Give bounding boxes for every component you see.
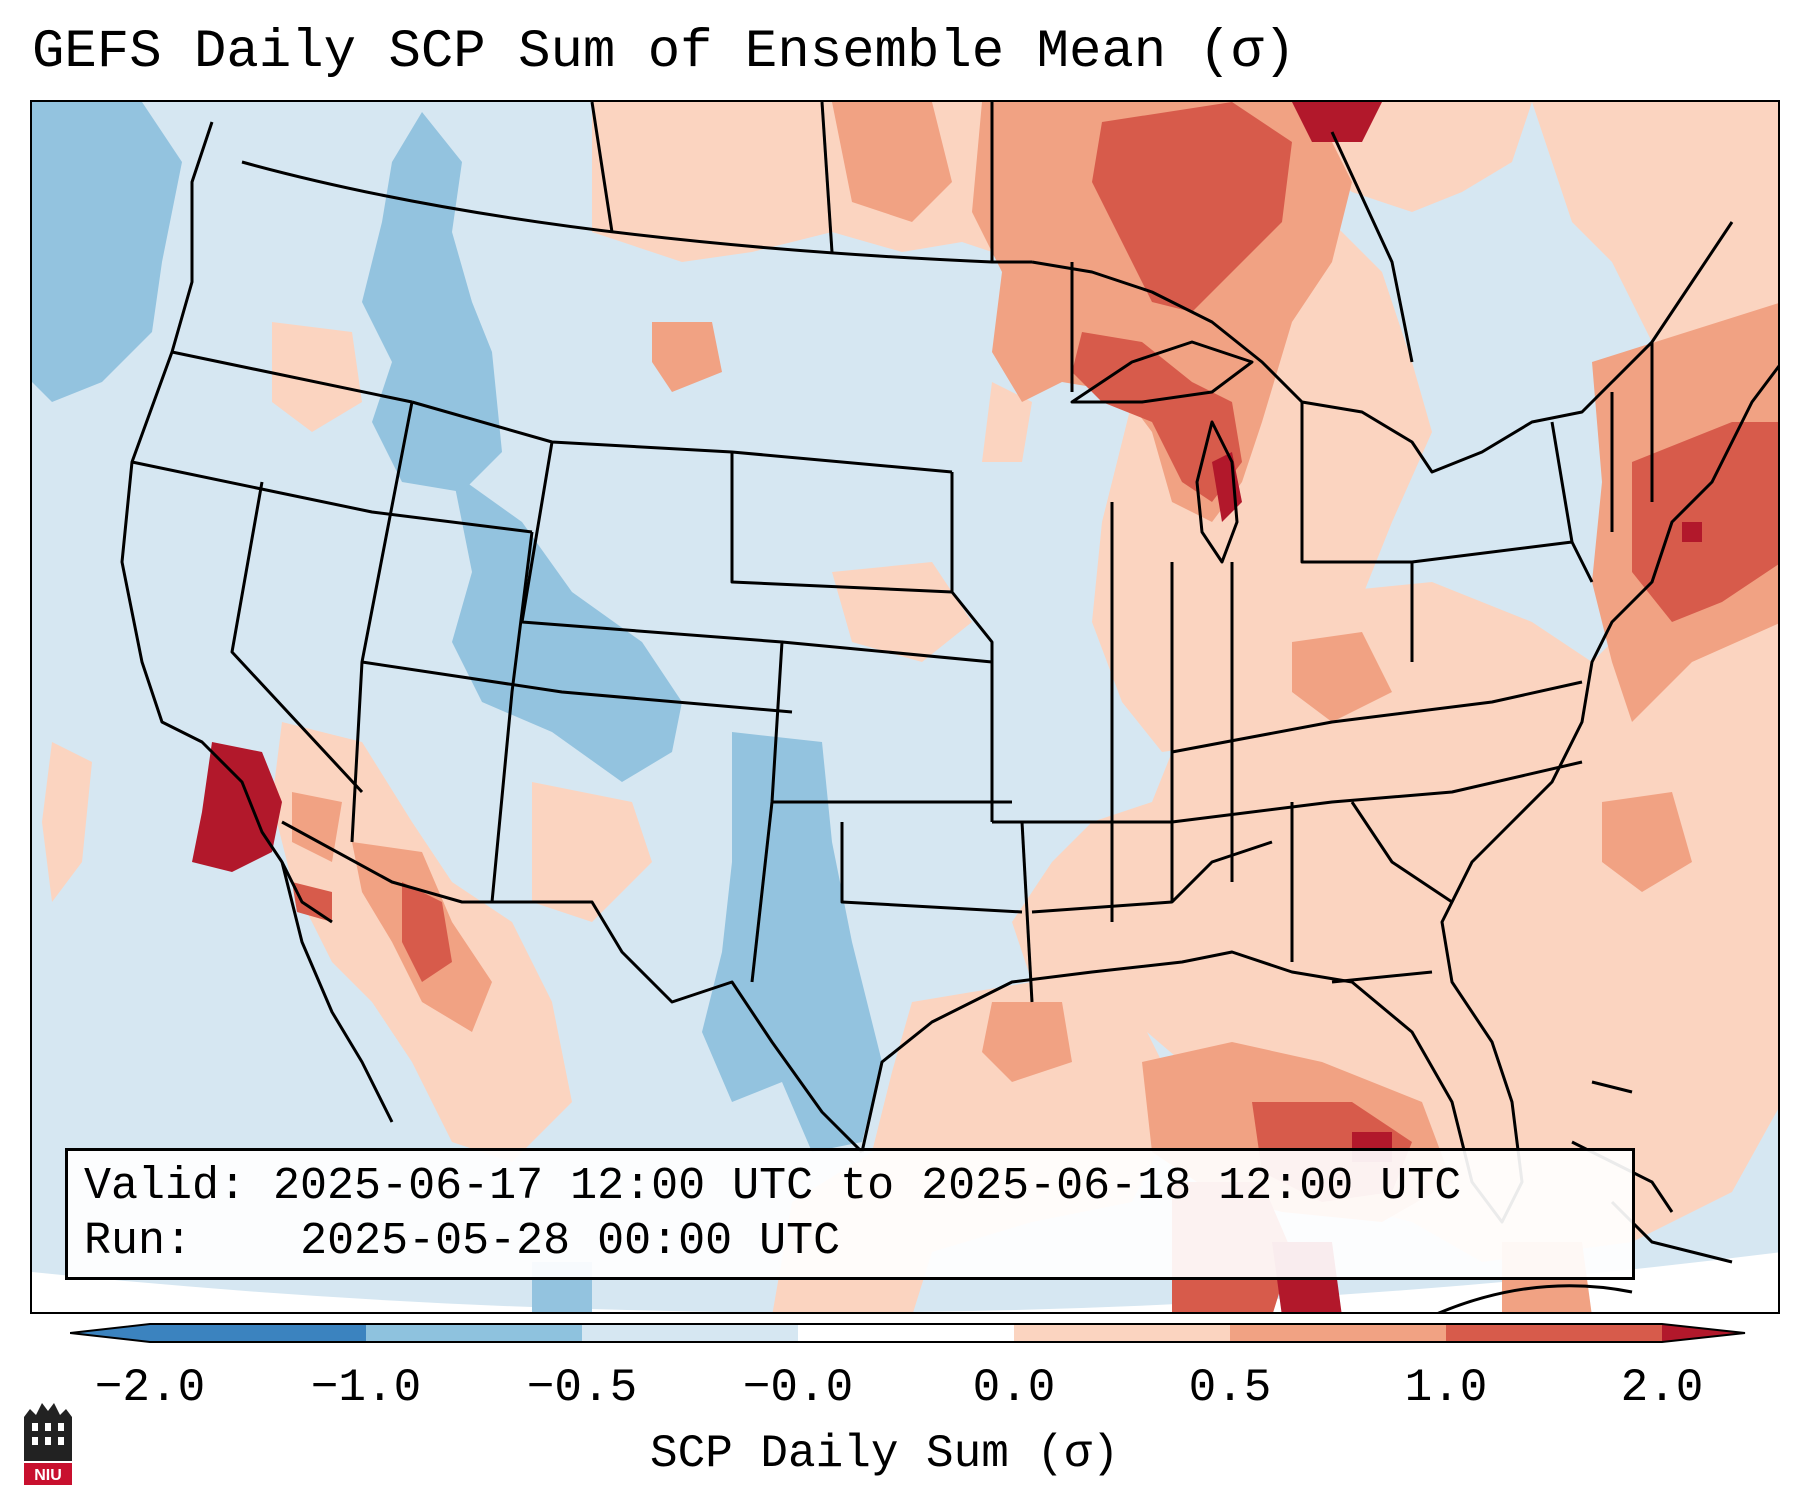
- colorbar-tick: −0.0: [742, 1362, 854, 1414]
- niu-logo-icon: NIU: [24, 1403, 72, 1485]
- colorbar-tick: 0.5: [1188, 1362, 1272, 1414]
- colorbar-tick: 2.0: [1620, 1362, 1704, 1414]
- colorbar-extend-min: [70, 1324, 150, 1342]
- colorbar-tick: 0.0: [972, 1362, 1056, 1414]
- svg-text:NIU: NIU: [34, 1467, 62, 1484]
- colorbar-segment: [1230, 1324, 1446, 1342]
- colorbar-segment: [1446, 1324, 1662, 1342]
- colorbar-tick: −0.5: [526, 1362, 638, 1414]
- colorbar-segment: [1014, 1324, 1230, 1342]
- colorbar-tick: −2.0: [94, 1362, 206, 1414]
- validity-info-box: Valid: 2025-06-17 12:00 UTC to 2025-06-1…: [65, 1148, 1635, 1280]
- negative-anomaly-areas: [32, 102, 882, 1312]
- projection-edge: [32, 1252, 1778, 1312]
- state-boundaries: [120, 102, 1778, 1224]
- map-panel: [30, 100, 1780, 1314]
- extreme-positive-areas: [192, 102, 1702, 1312]
- chart-title: GEFS Daily SCP Sum of Ensemble Mean (σ): [32, 22, 1296, 83]
- run-label: Run:: [84, 1216, 193, 1267]
- colorbar: [70, 1323, 1746, 1343]
- colorbar-segment: [366, 1324, 582, 1342]
- colorbar-tick: 1.0: [1404, 1362, 1488, 1414]
- valid-label: Valid:: [84, 1161, 247, 1212]
- colorbar-tick: −1.0: [310, 1362, 422, 1414]
- run-value: 2025-05-28 00:00 UTC: [300, 1216, 841, 1267]
- colorbar-segment: [582, 1324, 798, 1342]
- colorbar-segment: [150, 1324, 366, 1342]
- colorbar-extend-max: [1662, 1324, 1745, 1342]
- colorbar-label: SCP Daily Sum (σ): [650, 1428, 1120, 1480]
- valid-value: 2025-06-17 12:00 UTC to 2025-06-18 12:00…: [273, 1161, 1462, 1212]
- map-canvas: [32, 102, 1778, 1312]
- colorbar-segment: [798, 1324, 1014, 1342]
